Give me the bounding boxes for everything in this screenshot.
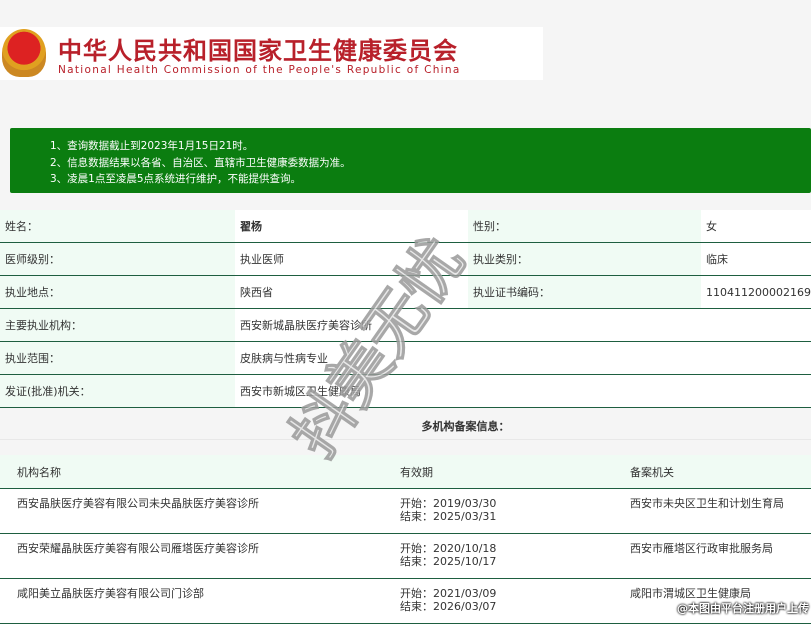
authority: 西安市未央区卫生和计划生育局 <box>630 497 784 510</box>
org-label: 主要执业机构： <box>0 309 235 341</box>
scope-value: 皮肤病与性病专业 <box>235 342 811 374</box>
category-value: 临床 <box>701 243 811 275</box>
gender-value: 女 <box>701 210 811 242</box>
validity-start: 开始：2019/03/30 <box>400 497 497 510</box>
header-org-name: 机构名称 <box>17 465 61 479</box>
validity-start: 开始：2020/10/18 <box>400 542 497 555</box>
cert-value: 110411200002169 <box>701 276 811 308</box>
info-row: 发证(批准)机关： 西安市新城区卫生健康局 <box>0 375 811 408</box>
info-row: 主要执业机构： 西安新城晶肤医疗美容诊所 <box>0 309 811 342</box>
national-emblem-icon <box>2 29 46 77</box>
upload-credit: @本图由平台注册用户上传 <box>677 602 809 615</box>
info-row: 医师级别： 执业医师 执业类别： 临床 <box>0 243 811 276</box>
table-header: 机构名称 有效期 备案机关 <box>0 455 811 489</box>
doctor-info-table: 姓名： 翟杨 性别： 女 医师级别： 执业医师 执业类别： 临床 执业地点： 陕… <box>0 210 811 408</box>
validity-end: 结束：2025/10/17 <box>400 555 497 568</box>
validity: 开始：2020/10/18 结束：2025/10/17 <box>400 542 630 568</box>
info-row: 姓名： 翟杨 性别： 女 <box>0 210 811 243</box>
logo-title-en: National Health Commission of the People… <box>58 64 461 76</box>
level-label: 医师级别： <box>0 243 235 275</box>
info-row: 执业地点： 陕西省 执业证书编码： 110411200002169 <box>0 276 811 309</box>
validity: 开始：2021/03/09 结束：2026/03/07 <box>400 587 630 613</box>
notice-line: 3、凌晨1点至凌晨5点系统进行维护，不能提供查询。 <box>50 173 302 185</box>
gender-label: 性别： <box>468 210 701 242</box>
header-validity: 有效期 <box>400 465 433 479</box>
org-name: 西安荣耀晶肤医疗美容有限公司雁塔医疗美容诊所 <box>17 542 259 555</box>
category-label: 执业类别： <box>468 243 701 275</box>
table-row: 咸阳美立晶肤医疗美容有限公司门诊部 开始：2021/03/09 结束：2026/0… <box>0 579 811 624</box>
multi-org-title: 多机构备案信息： <box>0 410 811 440</box>
notice-line: 1、查询数据截止到2023年1月15日21时。 <box>50 140 254 152</box>
validity-end: 结束：2026/03/07 <box>400 600 497 613</box>
name-value: 翟杨 <box>235 210 468 242</box>
notice-line: 2、信息数据结果以各省、自治区、直辖市卫生健康委数据为准。 <box>50 156 351 169</box>
org-name: 西安晶肤医疗美容有限公司未央晶肤医疗美容诊所 <box>17 497 259 510</box>
table-row: 西安晶肤医疗美容有限公司未央晶肤医疗美容诊所 开始：2019/03/30 结束：2… <box>0 489 811 534</box>
org-value: 西安新城晶肤医疗美容诊所 <box>235 309 811 341</box>
nhc-logo[interactable]: 中华人民共和国国家卫生健康委员会 National Health Commiss… <box>0 27 543 80</box>
location-label: 执业地点： <box>0 276 235 308</box>
validity-start: 开始：2021/03/09 <box>400 587 497 600</box>
org-name: 咸阳美立晶肤医疗美容有限公司门诊部 <box>17 587 204 600</box>
validity: 开始：2019/03/30 结束：2025/03/31 <box>400 497 630 523</box>
scope-label: 执业范围： <box>0 342 235 374</box>
cert-label: 执业证书编码： <box>468 276 701 308</box>
issuer-value: 西安市新城区卫生健康局 <box>235 375 811 407</box>
logo-title-cn: 中华人民共和国国家卫生健康委员会 <box>58 37 458 65</box>
header-authority: 备案机关 <box>630 465 674 479</box>
notice-box: 1、查询数据截止到2023年1月15日21时。 2、信息数据结果以各省、自治区、… <box>10 128 811 193</box>
level-value: 执业医师 <box>235 243 468 275</box>
validity-end: 结束：2025/03/31 <box>400 510 497 523</box>
info-row: 执业范围： 皮肤病与性病专业 <box>0 342 811 375</box>
location-value: 陕西省 <box>235 276 468 308</box>
authority: 西安市雁塔区行政审批服务局 <box>630 542 773 555</box>
multi-org-table: 机构名称 有效期 备案机关 西安晶肤医疗美容有限公司未央晶肤医疗美容诊所 开始：… <box>0 455 811 624</box>
table-row: 西安荣耀晶肤医疗美容有限公司雁塔医疗美容诊所 开始：2020/10/18 结束：2… <box>0 534 811 579</box>
issuer-label: 发证(批准)机关： <box>0 375 235 407</box>
name-label: 姓名： <box>0 210 235 242</box>
authority: 咸阳市渭城区卫生健康局 <box>630 587 751 600</box>
